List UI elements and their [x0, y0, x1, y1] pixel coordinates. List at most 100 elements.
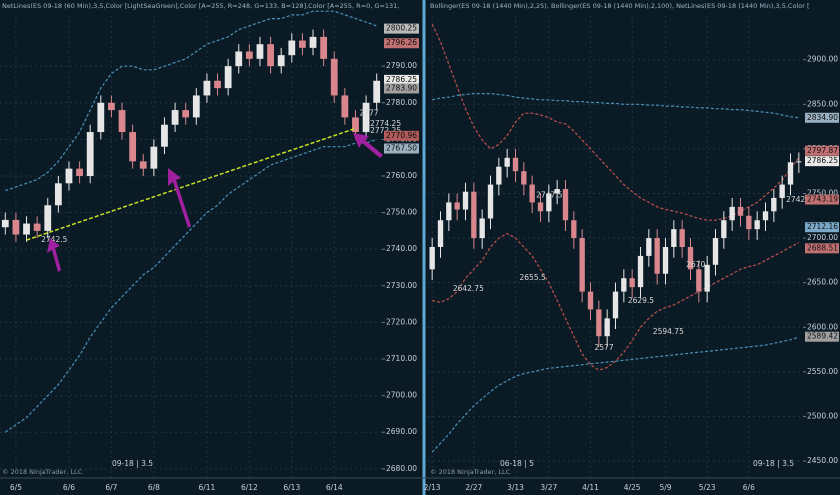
- candle-body: [12, 219, 20, 235]
- y-tick-label: 2750.00: [807, 188, 838, 197]
- candle-body: [437, 220, 444, 247]
- x-tick-label: 6/6: [63, 483, 75, 492]
- price-annotation: 2642.75: [453, 284, 484, 293]
- candle-body: [662, 247, 669, 274]
- price-marker-label: 2783.90: [386, 83, 417, 92]
- candle-body: [256, 44, 264, 59]
- candle-body: [537, 202, 544, 212]
- candle-body: [171, 110, 179, 125]
- price-marker-box: [384, 74, 419, 85]
- price-annotation: 2655.5: [520, 273, 546, 282]
- y-tick-label: 2680.00: [386, 464, 417, 473]
- candle-body: [23, 223, 30, 235]
- candle-body: [646, 238, 652, 256]
- price-marker-box: [805, 222, 839, 233]
- panel-header: NetLines(ES 09-18 (60 Min),3,5,Color [Li…: [2, 2, 399, 10]
- candle-body: [696, 269, 702, 292]
- candle-body: [679, 229, 685, 247]
- band-line: [5, 10, 377, 192]
- band-line: [432, 232, 800, 371]
- price-annotation: 2777: [359, 109, 378, 118]
- price-marker-label: 2712.16: [807, 222, 838, 231]
- candle-body: [129, 132, 137, 162]
- price-marker-label: 2688.51: [807, 243, 838, 252]
- candle-body: [309, 36, 317, 48]
- candle-body: [621, 278, 627, 292]
- copyright: © 2018 NinjaTrader, LLC: [2, 468, 83, 476]
- candle-body: [203, 80, 211, 96]
- y-tick-label: 2450.00: [807, 456, 838, 465]
- candle-body: [596, 309, 602, 337]
- price-marker-label: 2770.96: [386, 131, 417, 140]
- x-tick-label: 3/13: [507, 483, 524, 492]
- candle-body: [771, 197, 777, 212]
- y-tick-label: 2780.00: [386, 98, 417, 107]
- price-marker-label: 2796.26: [386, 38, 417, 47]
- candle-body: [1, 219, 9, 228]
- candle-body: [139, 161, 147, 169]
- price-annotation: 2629.5: [628, 296, 654, 305]
- price-annotation: 2594.75: [653, 327, 684, 336]
- candle-body: [76, 168, 83, 176]
- candle-body: [604, 318, 610, 337]
- candle-body: [612, 291, 619, 319]
- candle-body: [762, 211, 769, 221]
- price-marker-label: 2800.25: [386, 24, 417, 33]
- arrow: [47, 238, 61, 272]
- y-tick-label: 2750.00: [386, 208, 417, 217]
- x-tick-label: 6/5: [10, 483, 22, 492]
- x-tick-label: 6/13: [283, 483, 300, 492]
- candle-body: [429, 247, 435, 270]
- band-line: [431, 336, 799, 453]
- candle-body: [687, 247, 694, 270]
- y-tick-label: 2650.00: [807, 278, 838, 287]
- candle-body: [704, 264, 710, 292]
- price-annotation: 2774.25: [370, 119, 401, 128]
- x-tick-label: 6/11: [198, 483, 215, 492]
- price-marker-box: [805, 194, 839, 205]
- band-line: [431, 23, 800, 221]
- candle-body: [182, 110, 190, 118]
- y-tick-label: 2760.00: [386, 171, 417, 180]
- y-tick-label: 2700.00: [386, 391, 417, 400]
- candle-body: [496, 166, 502, 185]
- x-tick-label: 3/27: [540, 483, 557, 492]
- price-marker-box: [805, 243, 839, 254]
- candle-body: [521, 171, 527, 185]
- candle-body: [454, 202, 460, 210]
- candle-body: [44, 205, 52, 231]
- x-tick-label: 6/6: [743, 483, 755, 492]
- candle-body: [471, 191, 477, 239]
- price-marker-label: 2786.25: [386, 75, 417, 84]
- candle-body: [118, 110, 126, 133]
- band-line: [4, 138, 377, 433]
- candle-body: [546, 193, 552, 212]
- y-tick-label: 2690.00: [386, 427, 417, 436]
- price-marker-box: [805, 112, 839, 123]
- candle-body: [721, 220, 727, 239]
- price-marker-box: [384, 143, 419, 154]
- price-marker-box: [384, 38, 419, 49]
- candle-body: [637, 255, 644, 288]
- y-tick-label: 2700.00: [807, 233, 838, 242]
- candle-body: [587, 291, 594, 310]
- candle-body: [33, 223, 41, 231]
- candle-body: [462, 191, 469, 210]
- price-marker-label: 2589.42: [807, 332, 838, 341]
- instrument-label: 06-18 | 5: [500, 459, 534, 468]
- candle-body: [214, 80, 221, 89]
- candle-body: [712, 238, 719, 265]
- candle-body: [97, 102, 105, 133]
- price-marker-box: [805, 331, 839, 342]
- price-marker-box: [384, 130, 419, 141]
- candle-body: [787, 162, 794, 185]
- copyright: © 2018 NinjaTrader, LLC: [430, 468, 511, 476]
- right-panel: 2450.00 2500.00 2550.00 2600.00 2650.00 2700.…: [424, 2, 839, 492]
- candle-body: [320, 36, 328, 59]
- candle-body: [504, 157, 510, 167]
- candle-body: [746, 215, 752, 230]
- y-tick-label: 2850.00: [807, 99, 838, 108]
- candle-body: [267, 44, 274, 67]
